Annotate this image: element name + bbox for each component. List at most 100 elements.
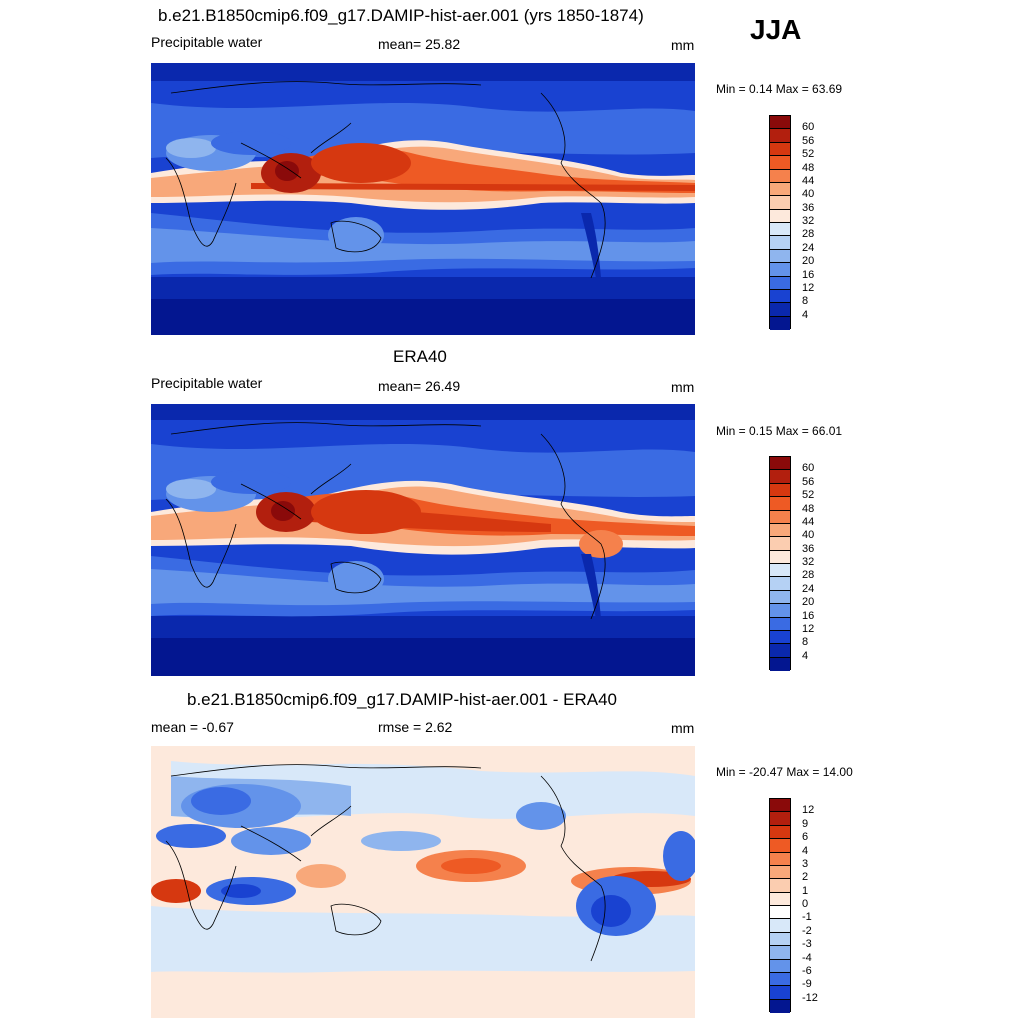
map-panel-diff (151, 746, 695, 1018)
colorbar-swatch (770, 457, 790, 471)
colorbar-swatch (770, 932, 790, 947)
colorbar-tick-label: -12 (802, 991, 818, 1004)
colorbar-model (769, 115, 791, 330)
colorbar-swatch (770, 892, 790, 906)
colorbar-tick-label: 16 (802, 268, 815, 281)
units-label-obs: mm (671, 379, 695, 395)
colorbar-tick-label: 32 (802, 556, 815, 568)
colorbar-swatch (770, 577, 790, 591)
panel-title-diff: b.e21.B1850cmip6.f09_g17.DAMIP-hist-aer.… (187, 690, 617, 709)
colorbar-swatch (770, 289, 790, 304)
colorbar-tick-label: 56 (802, 134, 815, 147)
colorbar-swatch (770, 537, 790, 551)
colorbar-swatch (770, 644, 790, 658)
colorbar-tick-label: -2 (802, 924, 812, 937)
colorbar-tick-label: 52 (802, 148, 815, 161)
colorbar-tick-label: 60 (802, 121, 815, 134)
colorbar-tick-label: 28 (802, 228, 815, 241)
colorbar-swatch (770, 879, 790, 893)
colorbar-tick-label: 9 (802, 817, 809, 830)
colorbar-swatch (770, 209, 790, 223)
colorbar-tick-label: 3 (802, 857, 809, 870)
colorbar-tick-label: 36 (802, 201, 815, 214)
colorbar-tick-label: 20 (802, 596, 815, 609)
colorbar-tick-label: 4 (802, 844, 809, 857)
minmax-label-diff: Min = -20.47 Max = 14.00 (716, 765, 853, 779)
variable-label-obs: Precipitable water (151, 375, 263, 391)
mean-label-diff: mean = -0.67 (151, 719, 234, 735)
colorbar-tick-label: 8 (802, 636, 809, 649)
colorbar-swatch (770, 316, 790, 330)
colorbar-swatch (770, 470, 790, 484)
colorbar-obs (769, 456, 791, 671)
colorbar-swatch (770, 564, 790, 578)
colorbar-swatch (770, 142, 790, 157)
colorbar-swatch (770, 590, 790, 605)
colorbar-swatch (770, 182, 790, 197)
colorbar-swatch (770, 657, 790, 671)
colorbar-tick-label: 56 (802, 475, 815, 488)
colorbar-swatch (770, 169, 790, 183)
colorbar-diff (769, 798, 791, 1013)
minmax-label-obs: Min = 0.15 Max = 66.01 (716, 424, 843, 438)
colorbar-swatch (770, 630, 790, 645)
colorbar-swatch (770, 276, 790, 290)
season-label: JJA (750, 14, 802, 45)
colorbar-tick-label: 12 (802, 281, 815, 294)
colorbar-swatch (770, 129, 790, 143)
colorbar-swatch (770, 116, 790, 130)
units-label-model: mm (671, 37, 695, 53)
units-label-diff: mm (671, 720, 695, 736)
colorbar-tick-label: 44 (802, 515, 815, 528)
colorbar-swatch (770, 483, 790, 498)
colorbar-swatch (770, 497, 790, 511)
colorbar-swatch (770, 249, 790, 264)
colorbar-tick-label: 24 (802, 241, 815, 254)
colorbar-tick-label: -9 (802, 978, 812, 991)
colorbar-swatch (770, 617, 790, 631)
colorbar-tick-label: 0 (802, 898, 809, 910)
colorbar-tick-label: 48 (802, 502, 815, 515)
colorbar-swatch (770, 236, 790, 250)
colorbar-tick-label: 32 (802, 215, 815, 227)
colorbar-tick-label: 48 (802, 161, 815, 174)
colorbar-swatch (770, 986, 790, 1000)
colorbar-swatch (770, 156, 790, 170)
colorbar-tick-label: 1 (802, 884, 809, 897)
colorbar-swatch (770, 196, 790, 210)
colorbar-tick-label: 44 (802, 174, 815, 187)
map-panel-obs (151, 404, 695, 676)
colorbar-tick-label: 4 (802, 649, 809, 662)
colorbar-tick-label: 40 (802, 188, 815, 201)
colorbar-swatch (770, 812, 790, 826)
colorbar-tick-label: 36 (802, 542, 815, 555)
colorbar-swatch (770, 825, 790, 840)
colorbar-swatch (770, 550, 790, 564)
colorbar-tick-label: 40 (802, 529, 815, 542)
colorbar-tick-label: -6 (802, 964, 812, 977)
colorbar-tick-label: 60 (802, 462, 815, 475)
colorbar-tick-label: 16 (802, 609, 815, 622)
colorbar-swatch (770, 263, 790, 277)
colorbar-swatch (770, 946, 790, 960)
colorbar-tick-label: -3 (802, 938, 812, 951)
panel-title-obs: ERA40 (393, 347, 447, 366)
panel-title-model: b.e21.B1850cmip6.f09_g17.DAMIP-hist-aer.… (158, 6, 644, 25)
colorbar-swatch (770, 919, 790, 933)
colorbar-swatch (770, 959, 790, 973)
colorbar-swatch (770, 799, 790, 813)
colorbar-swatch (770, 972, 790, 987)
colorbar-tick-label: 2 (802, 871, 809, 884)
colorbar-tick-label: 28 (802, 569, 815, 582)
colorbar-tick-label: 12 (802, 804, 815, 817)
colorbar-tick-label: -1 (802, 911, 812, 924)
colorbar-tick-label: 52 (802, 489, 815, 502)
colorbar-swatch (770, 865, 790, 880)
rmse-label-diff: rmse = 2.62 (378, 719, 453, 735)
colorbar-swatch (770, 839, 790, 853)
colorbar-swatch (770, 523, 790, 538)
colorbar-swatch (770, 906, 790, 920)
colorbar-swatch (770, 999, 790, 1013)
mean-label-model: mean= 25.82 (378, 36, 461, 52)
colorbar-swatch (770, 223, 790, 237)
